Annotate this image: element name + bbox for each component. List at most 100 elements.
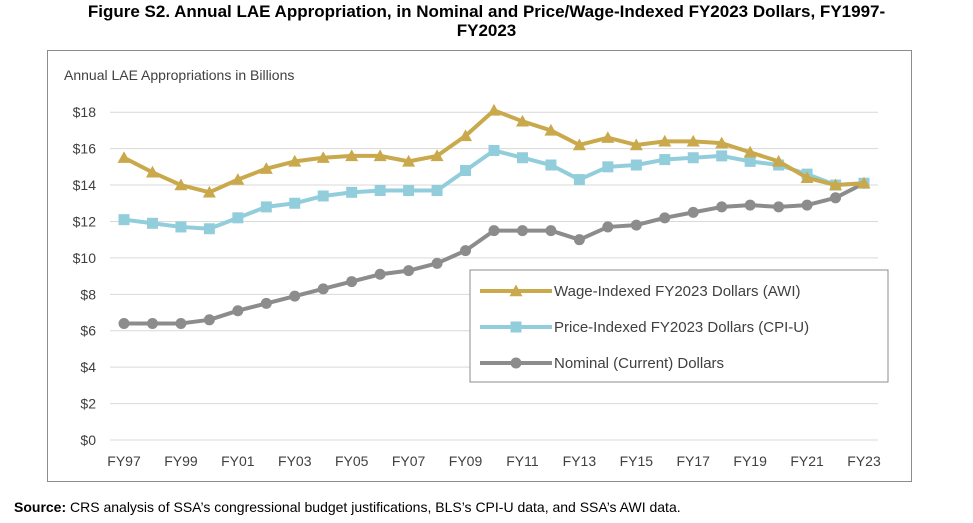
data-point [800,171,814,183]
legend-marker [510,321,522,333]
data-point [373,149,387,162]
data-point [459,129,473,142]
y-tick-label: $14 [73,177,97,193]
data-point [488,144,500,156]
data-point [232,305,244,317]
data-point [829,178,843,191]
data-point [231,173,245,185]
y-tick-label: $12 [73,213,97,229]
legend-marker [510,357,522,369]
data-point [573,234,585,246]
data-point [232,212,244,224]
data-point [402,154,416,167]
data-point [117,151,131,163]
data-point [460,164,472,176]
y-tick-label: $10 [73,250,97,266]
data-point [772,154,786,167]
x-tick-label: FY15 [620,453,654,469]
data-point [374,268,386,280]
data-point [259,162,273,174]
x-tick-label: FY17 [676,453,710,469]
figure-title: Figure S2. Annual LAE Appropriation, in … [0,2,973,40]
source-label: Source: [14,499,67,515]
y-tick-label: $0 [80,432,96,448]
data-point [630,219,642,231]
data-point [346,186,358,198]
y-tick-label: $16 [73,141,97,157]
series-group [117,103,871,329]
data-point [403,265,415,277]
data-point [289,197,301,209]
data-point [431,257,443,269]
x-tick-label: FY21 [790,453,824,469]
y-tick-label: $2 [80,396,96,412]
data-point [374,185,386,197]
data-point [118,317,130,329]
x-tick-labels: FY97 FY99 FY01 FY03 FY05 FY07 FY09 FY11 FY13 FY15… [107,453,881,469]
data-point [687,152,699,164]
data-point [288,154,302,167]
x-tick-label: FY13 [563,453,597,469]
data-point [430,149,444,162]
data-point [431,185,443,197]
x-tick-label: FY99 [164,453,198,469]
data-point [602,221,614,233]
x-tick-label: FY09 [449,453,483,469]
figure-title-line-2: FY2023 [456,21,517,40]
data-point [345,149,359,162]
series-1 [118,144,870,235]
legend: Wage-Indexed FY2023 Dollars (AWI) Price-I… [469,269,889,383]
data-point [716,150,728,162]
data-point [175,317,187,329]
data-point [801,199,813,211]
data-point [289,290,301,302]
data-point [403,185,415,197]
data-point [830,192,842,204]
data-point [544,123,558,136]
data-point [145,165,159,178]
data-point [203,314,215,326]
data-point [716,201,728,213]
data-point [743,145,757,158]
x-tick-label: FY11 [506,453,539,469]
data-point [460,245,472,257]
x-tick-label: FY01 [221,453,255,469]
data-point [260,201,272,213]
data-point [602,161,614,173]
data-point [744,155,756,167]
legend-label: Wage-Indexed FY2023 Dollars (AWI) [554,283,800,300]
data-point [118,214,130,226]
legend-label: Nominal (Current) Dollars [554,355,724,372]
data-point [146,317,158,329]
x-tick-label: FY07 [392,453,426,469]
source-text: CRS analysis of SSA’s congressional budg… [70,499,681,515]
data-point [175,221,187,233]
data-point [260,297,272,309]
y-tick-label: $4 [80,359,96,375]
data-point [658,134,672,147]
x-tick-label: FY23 [847,453,881,469]
data-point [715,136,729,149]
data-point [545,159,557,171]
data-point [203,223,215,235]
y-tick-label: $8 [80,286,96,302]
y-tick-labels: $0 $2 $4 $6 $8 $10 $12 $14 $16 $18 [73,104,97,448]
data-point [487,103,501,116]
x-tick-label: FY05 [335,453,369,469]
data-point [346,276,358,288]
figure-title-line-1: Figure S2. Annual LAE Appropriation, in … [87,2,886,21]
data-point [316,151,330,163]
data-point [317,190,329,202]
data-point [317,283,329,295]
legend-marker [509,284,523,297]
x-tick-label: FY03 [278,453,312,469]
x-tick-label: FY97 [107,453,141,469]
data-point [686,134,700,147]
data-point [744,199,756,211]
data-point [773,201,785,213]
legend-label: Price-Indexed FY2023 Dollars (CPI-U) [554,319,809,336]
data-point [573,174,585,186]
data-point [659,154,671,166]
y-tick-label: $18 [73,104,97,120]
